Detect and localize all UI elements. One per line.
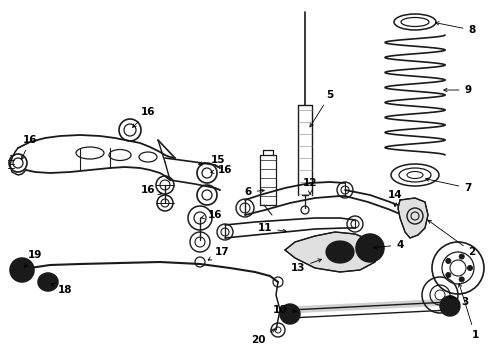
Text: 20: 20 — [251, 329, 275, 345]
Text: 6: 6 — [245, 187, 264, 197]
Circle shape — [459, 254, 464, 259]
Text: 8: 8 — [436, 22, 476, 35]
Text: 7: 7 — [426, 178, 472, 193]
Text: 15: 15 — [198, 155, 225, 165]
Text: 2: 2 — [428, 220, 476, 257]
Text: 16: 16 — [211, 165, 232, 175]
Ellipse shape — [38, 273, 58, 291]
Text: 1: 1 — [459, 284, 479, 340]
Text: 16: 16 — [201, 210, 222, 220]
Text: 19: 19 — [24, 250, 42, 267]
Text: 17: 17 — [208, 247, 229, 260]
Text: 11: 11 — [258, 223, 286, 233]
Text: 16: 16 — [21, 135, 37, 159]
Circle shape — [446, 258, 451, 264]
Circle shape — [10, 258, 34, 282]
Text: 5: 5 — [310, 90, 334, 127]
Polygon shape — [285, 232, 380, 272]
Text: 10: 10 — [273, 305, 296, 315]
Ellipse shape — [326, 241, 354, 263]
Text: 16: 16 — [141, 185, 161, 195]
Polygon shape — [398, 198, 428, 238]
Circle shape — [467, 266, 472, 270]
Text: 12: 12 — [303, 178, 317, 194]
Text: 18: 18 — [51, 283, 72, 295]
Circle shape — [356, 234, 384, 262]
Text: 13: 13 — [291, 259, 321, 273]
Circle shape — [280, 304, 300, 324]
Circle shape — [446, 273, 451, 278]
Text: 9: 9 — [444, 85, 471, 95]
Circle shape — [440, 296, 460, 316]
Text: 16: 16 — [133, 107, 155, 127]
Text: 3: 3 — [448, 296, 468, 307]
Text: 14: 14 — [388, 190, 402, 206]
Text: 4: 4 — [374, 240, 404, 250]
Circle shape — [459, 277, 464, 282]
